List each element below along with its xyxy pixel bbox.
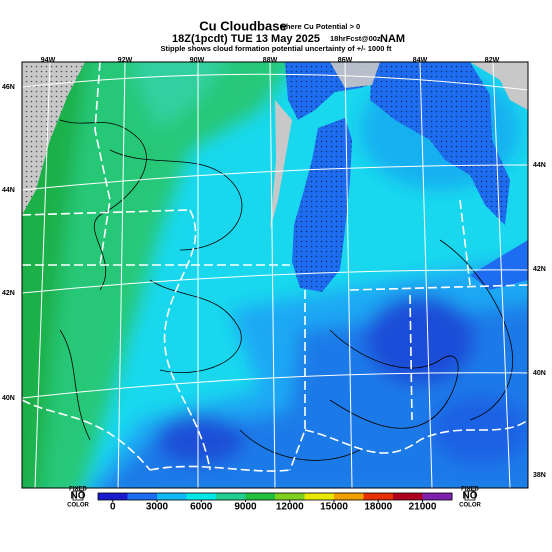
- no-color-box: [72, 490, 84, 501]
- header: Cu Cloudbase where Cu Potential > 0 18Z(…: [160, 18, 405, 53]
- colorbar-tick-label: 6000: [190, 502, 213, 513]
- no-color-label: COLOR: [67, 503, 89, 509]
- map-area: [22, 62, 528, 488]
- colorbar-tick-label: 9000: [234, 502, 257, 513]
- colorbar-segment: [393, 493, 423, 500]
- lat-label: 38N: [533, 472, 546, 479]
- lon-label: 82W: [485, 57, 500, 64]
- colorbar-segment: [245, 493, 276, 500]
- no-color-box: [464, 490, 476, 501]
- colorbar-tick-label: 12000: [276, 502, 304, 513]
- lat-label: 42N: [2, 290, 15, 297]
- colorbar-segment: [334, 493, 364, 500]
- no-color-label: NO: [463, 491, 478, 502]
- colorbar-tick-label: 0: [110, 502, 116, 513]
- lat-label: 40N: [2, 395, 15, 402]
- lon-label: 86W: [338, 57, 353, 64]
- colorbar-tick-label: 18000: [364, 502, 392, 513]
- lon-label: 88W: [263, 57, 278, 64]
- lon-label: 94W: [41, 57, 56, 64]
- lat-label: 44N: [533, 162, 546, 169]
- no-color-label: FIXED: [69, 487, 87, 493]
- borders: [22, 62, 528, 472]
- contours: [59, 119, 513, 461]
- lat-label: 44N: [2, 187, 15, 194]
- no-color-label: NO: [71, 491, 86, 502]
- colorbar-tick-label: 21000: [409, 502, 437, 513]
- colorbar-tick-label: 15000: [320, 502, 348, 513]
- colorbar-segment: [186, 493, 217, 500]
- title-note: where Cu Potential > 0: [279, 22, 360, 31]
- lon-label: 90W: [190, 57, 205, 64]
- stipple: [22, 62, 85, 215]
- lon-label: 84W: [413, 57, 428, 64]
- colorbar-segment: [422, 493, 453, 500]
- map-frame: [21, 61, 529, 489]
- title: Cu Cloudbase: [199, 18, 286, 33]
- colorbar: 0 3000 6000 9000 12000 15000 18000 21000FIXEDNO…: [67, 487, 481, 513]
- colorbar-segment: [127, 493, 158, 500]
- lakes: [270, 62, 528, 292]
- colorbar-segment: [157, 493, 187, 500]
- graticule: [22, 62, 528, 488]
- colorbar-segment: [304, 493, 335, 500]
- colorbar-frame: [97, 492, 453, 501]
- colorbar-segment: [98, 493, 128, 500]
- forecast-note: 18hrFcst@00z: [330, 34, 381, 43]
- lat-label: 42N: [533, 266, 546, 273]
- stipple-note: Stipple shows cloud formation potential …: [160, 44, 392, 53]
- valid-time: 18Z(1pcdt) TUE 13 May 2025: [172, 33, 320, 45]
- lat-label: 40N: [533, 370, 546, 377]
- no-color-label: FIXED: [461, 487, 479, 493]
- colorbar-segment: [275, 493, 305, 500]
- no-color-label: COLOR: [459, 503, 481, 509]
- colorbar-segment: [363, 493, 394, 500]
- colorbar-tick-label: 3000: [146, 502, 169, 513]
- model: NAM: [380, 33, 405, 45]
- colorbar-segment: [216, 493, 246, 500]
- lat-label: 46N: [2, 84, 15, 91]
- lon-label: 92W: [118, 57, 133, 64]
- map-labels: 94W 92W 90W 88W 86W 84W 82W 46N 44N 42N 40N 44N 42N 4…: [2, 57, 546, 479]
